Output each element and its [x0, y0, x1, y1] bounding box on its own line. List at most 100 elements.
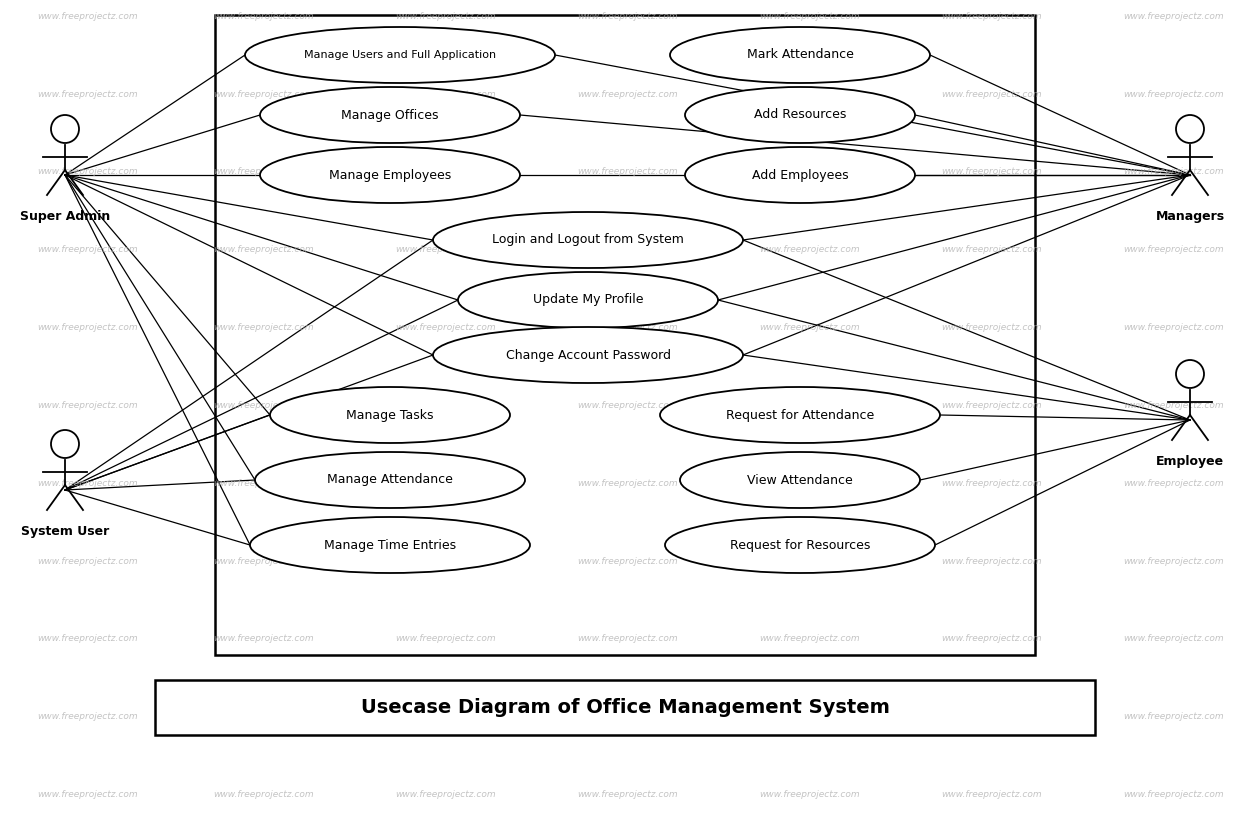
Text: www.freeprojectz.com: www.freeprojectz.com: [759, 324, 860, 332]
Text: www.freeprojectz.com: www.freeprojectz.com: [941, 790, 1042, 799]
Text: www.freeprojectz.com: www.freeprojectz.com: [941, 557, 1042, 565]
Text: www.freeprojectz.com: www.freeprojectz.com: [759, 90, 860, 98]
Text: System User: System User: [21, 525, 109, 538]
Text: www.freeprojectz.com: www.freeprojectz.com: [759, 12, 860, 20]
Bar: [156, 680, 1096, 735]
Text: Request for Resources: Request for Resources: [730, 539, 870, 551]
Text: www.freeprojectz.com: www.freeprojectz.com: [1123, 90, 1224, 98]
Text: www.freeprojectz.com: www.freeprojectz.com: [213, 12, 314, 20]
Text: www.freeprojectz.com: www.freeprojectz.com: [1123, 324, 1224, 332]
Text: Request for Attendance: Request for Attendance: [725, 409, 875, 422]
Text: www.freeprojectz.com: www.freeprojectz.com: [941, 479, 1042, 487]
Text: www.freeprojectz.com: www.freeprojectz.com: [759, 557, 860, 565]
Text: www.freeprojectz.com: www.freeprojectz.com: [38, 324, 138, 332]
Text: www.freeprojectz.com: www.freeprojectz.com: [759, 635, 860, 643]
Text: www.freeprojectz.com: www.freeprojectz.com: [1123, 401, 1224, 410]
Text: Manage Offices: Manage Offices: [341, 108, 439, 121]
Text: www.freeprojectz.com: www.freeprojectz.com: [759, 790, 860, 799]
Ellipse shape: [250, 517, 530, 573]
Text: www.freeprojectz.com: www.freeprojectz.com: [38, 12, 138, 20]
Text: Add Resources: Add Resources: [754, 108, 846, 121]
Ellipse shape: [260, 147, 520, 203]
Ellipse shape: [680, 452, 920, 508]
Text: www.freeprojectz.com: www.freeprojectz.com: [577, 12, 678, 20]
Text: www.freeprojectz.com: www.freeprojectz.com: [395, 713, 496, 721]
Ellipse shape: [433, 327, 743, 383]
Text: Employee: Employee: [1156, 455, 1224, 468]
Text: www.freeprojectz.com: www.freeprojectz.com: [38, 168, 138, 176]
Text: www.freeprojectz.com: www.freeprojectz.com: [395, 12, 496, 20]
Text: www.freeprojectz.com: www.freeprojectz.com: [38, 479, 138, 487]
Text: www.freeprojectz.com: www.freeprojectz.com: [38, 246, 138, 254]
Text: www.freeprojectz.com: www.freeprojectz.com: [213, 635, 314, 643]
Text: www.freeprojectz.com: www.freeprojectz.com: [395, 168, 496, 176]
Bar: [215, 15, 1035, 655]
Text: www.freeprojectz.com: www.freeprojectz.com: [213, 324, 314, 332]
Text: Login and Logout from System: Login and Logout from System: [492, 233, 684, 247]
Text: Manage Employees: Manage Employees: [329, 169, 451, 182]
Text: www.freeprojectz.com: www.freeprojectz.com: [395, 790, 496, 799]
Text: www.freeprojectz.com: www.freeprojectz.com: [38, 790, 138, 799]
Text: www.freeprojectz.com: www.freeprojectz.com: [941, 168, 1042, 176]
Text: www.freeprojectz.com: www.freeprojectz.com: [395, 90, 496, 98]
Text: www.freeprojectz.com: www.freeprojectz.com: [213, 713, 314, 721]
Text: www.freeprojectz.com: www.freeprojectz.com: [213, 90, 314, 98]
Text: www.freeprojectz.com: www.freeprojectz.com: [1123, 168, 1224, 176]
Text: www.freeprojectz.com: www.freeprojectz.com: [577, 168, 678, 176]
Text: Manage Time Entries: Manage Time Entries: [324, 539, 456, 551]
Text: www.freeprojectz.com: www.freeprojectz.com: [941, 12, 1042, 20]
Text: www.freeprojectz.com: www.freeprojectz.com: [941, 401, 1042, 410]
Text: Add Employees: Add Employees: [752, 169, 848, 182]
Text: www.freeprojectz.com: www.freeprojectz.com: [941, 90, 1042, 98]
Text: www.freeprojectz.com: www.freeprojectz.com: [213, 246, 314, 254]
Text: www.freeprojectz.com: www.freeprojectz.com: [1123, 12, 1224, 20]
Ellipse shape: [665, 517, 935, 573]
Text: www.freeprojectz.com: www.freeprojectz.com: [759, 479, 860, 487]
Ellipse shape: [660, 387, 940, 443]
Text: www.freeprojectz.com: www.freeprojectz.com: [38, 557, 138, 565]
Text: www.freeprojectz.com: www.freeprojectz.com: [395, 401, 496, 410]
Text: www.freeprojectz.com: www.freeprojectz.com: [1123, 557, 1224, 565]
Text: www.freeprojectz.com: www.freeprojectz.com: [1123, 246, 1224, 254]
Text: www.freeprojectz.com: www.freeprojectz.com: [759, 168, 860, 176]
Text: www.freeprojectz.com: www.freeprojectz.com: [577, 557, 678, 565]
Ellipse shape: [255, 452, 525, 508]
Ellipse shape: [433, 212, 743, 268]
Text: www.freeprojectz.com: www.freeprojectz.com: [577, 246, 678, 254]
Text: www.freeprojectz.com: www.freeprojectz.com: [38, 713, 138, 721]
Text: www.freeprojectz.com: www.freeprojectz.com: [941, 635, 1042, 643]
Text: www.freeprojectz.com: www.freeprojectz.com: [213, 557, 314, 565]
Ellipse shape: [685, 87, 915, 143]
Ellipse shape: [670, 27, 930, 83]
Text: www.freeprojectz.com: www.freeprojectz.com: [395, 324, 496, 332]
Text: www.freeprojectz.com: www.freeprojectz.com: [577, 635, 678, 643]
Text: www.freeprojectz.com: www.freeprojectz.com: [1123, 635, 1224, 643]
Text: www.freeprojectz.com: www.freeprojectz.com: [577, 479, 678, 487]
Ellipse shape: [685, 147, 915, 203]
Text: www.freeprojectz.com: www.freeprojectz.com: [577, 790, 678, 799]
Text: www.freeprojectz.com: www.freeprojectz.com: [38, 401, 138, 410]
Text: Manage Tasks: Manage Tasks: [346, 409, 434, 422]
Text: www.freeprojectz.com: www.freeprojectz.com: [577, 324, 678, 332]
Text: www.freeprojectz.com: www.freeprojectz.com: [1123, 790, 1224, 799]
Text: www.freeprojectz.com: www.freeprojectz.com: [395, 246, 496, 254]
Text: www.freeprojectz.com: www.freeprojectz.com: [577, 713, 678, 721]
Text: www.freeprojectz.com: www.freeprojectz.com: [213, 401, 314, 410]
Text: Usecase Diagram of Office Management System: Usecase Diagram of Office Management Sys…: [360, 698, 890, 717]
Text: Manage Users and Full Application: Manage Users and Full Application: [304, 50, 496, 60]
Text: www.freeprojectz.com: www.freeprojectz.com: [941, 246, 1042, 254]
Text: www.freeprojectz.com: www.freeprojectz.com: [759, 401, 860, 410]
Text: www.freeprojectz.com: www.freeprojectz.com: [213, 790, 314, 799]
Text: www.freeprojectz.com: www.freeprojectz.com: [759, 246, 860, 254]
Text: Managers: Managers: [1156, 210, 1225, 223]
Text: Super Admin: Super Admin: [20, 210, 110, 223]
Text: Update My Profile: Update My Profile: [533, 293, 644, 306]
Text: www.freeprojectz.com: www.freeprojectz.com: [213, 168, 314, 176]
Text: www.freeprojectz.com: www.freeprojectz.com: [395, 479, 496, 487]
Text: www.freeprojectz.com: www.freeprojectz.com: [941, 713, 1042, 721]
Text: www.freeprojectz.com: www.freeprojectz.com: [213, 479, 314, 487]
Text: www.freeprojectz.com: www.freeprojectz.com: [395, 635, 496, 643]
Text: www.freeprojectz.com: www.freeprojectz.com: [577, 401, 678, 410]
Ellipse shape: [270, 387, 510, 443]
Text: www.freeprojectz.com: www.freeprojectz.com: [759, 713, 860, 721]
